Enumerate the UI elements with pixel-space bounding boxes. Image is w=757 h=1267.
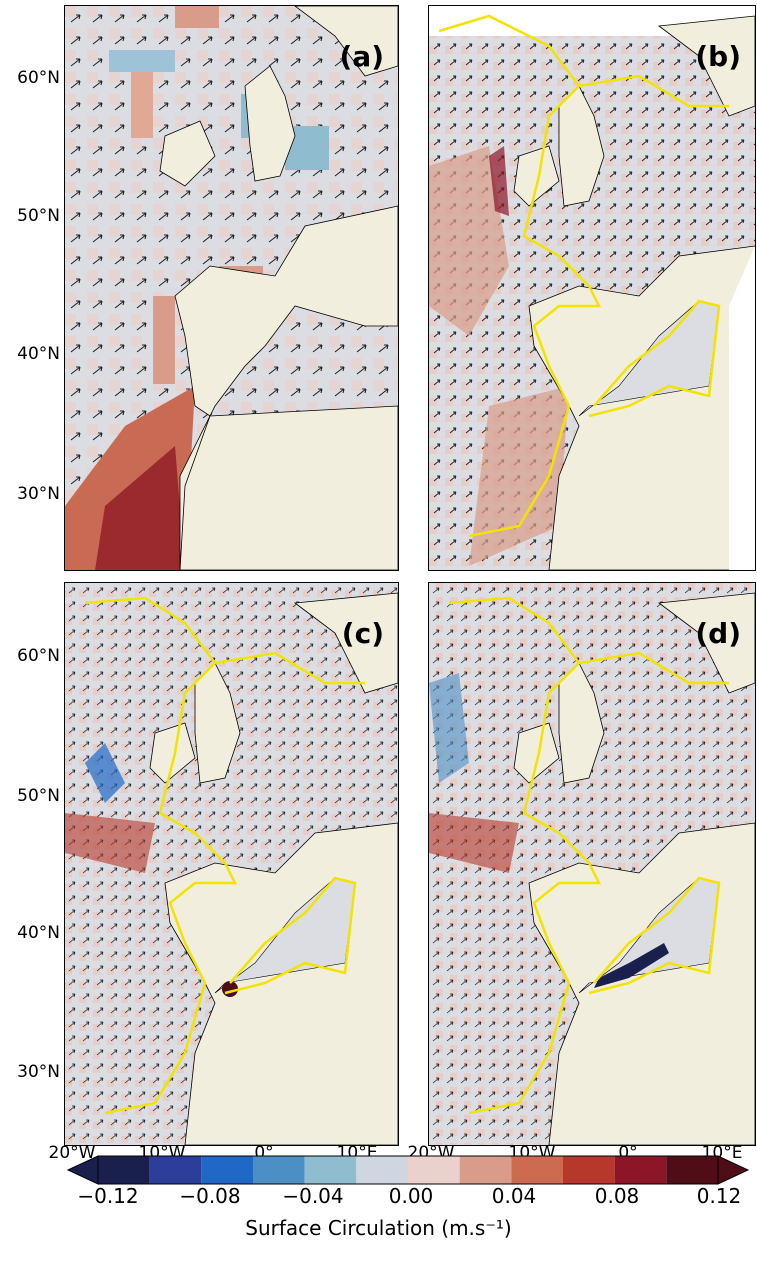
colorbar-segment: [511, 1156, 563, 1184]
map-c-canvas: [65, 583, 398, 1145]
map-panel-a: (a): [64, 5, 399, 571]
lat-label-40n-bottom: 40°N: [17, 923, 60, 943]
lat-label-60n-top: 60°N: [17, 68, 60, 88]
map-b-canvas: [429, 6, 755, 570]
colorbar-segment: [149, 1156, 202, 1184]
colorbar-tick-p008: 0.08: [594, 1184, 640, 1208]
colorbar-segment: [666, 1156, 718, 1184]
colorbar-segment: [356, 1156, 408, 1184]
colorbar-tick-m012: −0.12: [77, 1184, 139, 1208]
colorbar-border: [97, 1155, 719, 1185]
map-d-canvas: [429, 583, 755, 1145]
colorbar-tick-m004: −0.04: [282, 1184, 344, 1208]
lat-label-60n-bottom: 60°N: [17, 646, 60, 666]
colorbar-tick-p012: 0.12: [696, 1184, 742, 1208]
lat-label-50n-top: 50°N: [17, 206, 60, 226]
lat-label-40n-top: 40°N: [17, 344, 60, 364]
colorbar-tick-m008: −0.08: [179, 1184, 241, 1208]
map-panel-c: (c): [64, 582, 399, 1146]
colorbar-extend-max: [717, 1155, 750, 1185]
colorbar-tick-p004: 0.04: [491, 1184, 537, 1208]
lat-label-30n-top: 30°N: [17, 484, 60, 504]
lon-label-20w-left: 20°W: [48, 1143, 96, 1163]
colorbar-segment: [253, 1156, 305, 1184]
colorbar-title: Surface Circulation (m.s⁻¹): [245, 1216, 512, 1240]
colorbar: [66, 1155, 750, 1185]
map-panel-d: (d): [428, 582, 756, 1146]
colorbar-segment: [201, 1156, 253, 1184]
colorbar-tick-0: 0.00: [388, 1184, 434, 1208]
colorbar-segment: [304, 1156, 357, 1184]
map-a-canvas: [65, 6, 398, 570]
colorbar-segment: [98, 1156, 150, 1184]
colorbar-segment: [614, 1156, 667, 1184]
panel-label-b: (b): [695, 40, 741, 73]
colorbar-segment: [563, 1156, 615, 1184]
panel-label-d: (d): [695, 617, 741, 650]
panel-label-a: (a): [339, 40, 385, 73]
map-panel-b: (b): [428, 5, 756, 571]
panel-label-c: (c): [341, 617, 384, 650]
lat-label-50n-bottom: 50°N: [17, 786, 60, 806]
colorbar-segment: [408, 1156, 460, 1184]
colorbar-extend-min: [66, 1155, 99, 1185]
lat-label-30n-bottom: 30°N: [17, 1062, 60, 1082]
colorbar-segment: [459, 1156, 512, 1184]
